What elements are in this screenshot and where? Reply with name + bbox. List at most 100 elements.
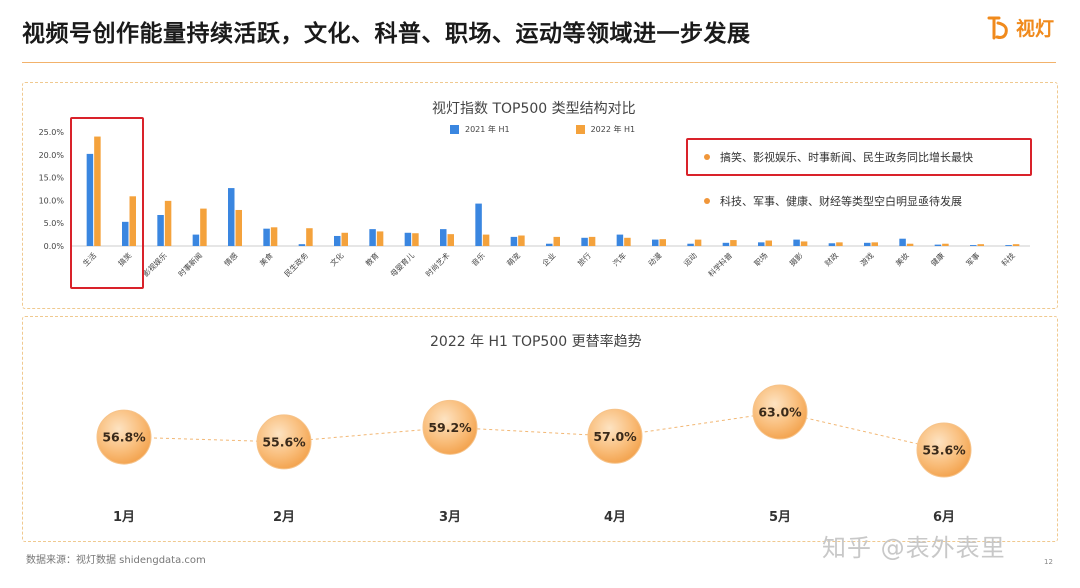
bar-2022 <box>518 235 525 246</box>
bar-2021 <box>758 242 765 246</box>
bar-2021 <box>263 228 270 246</box>
trend-line <box>123 411 945 451</box>
bullet-dot-icon <box>704 154 710 160</box>
trend-point <box>916 422 972 478</box>
month-label: 6月 <box>933 510 955 525</box>
bar-2022 <box>694 239 702 246</box>
month-label: 2月 <box>273 510 295 525</box>
bar-2022 <box>129 196 136 246</box>
bar-chart-legend: 2021 年 H1 2022 年 H1 <box>450 124 635 135</box>
bar-chart: 25.0%20.0%15.0%10.0%5.0%0.0%生活 搞笑 影视娱乐 时事新闻… <box>39 128 1030 279</box>
trend-value-label: 59.2% <box>428 420 472 435</box>
bar-2021 <box>616 234 624 246</box>
bar-2021 <box>298 244 306 246</box>
bar-2022 <box>482 234 490 246</box>
month-label: 5月 <box>769 510 791 525</box>
bar-2022 <box>977 244 984 246</box>
legend-swatch-2021 <box>450 125 459 134</box>
bar-2021 <box>369 229 376 246</box>
month-label: 1月 <box>113 510 135 525</box>
page-number: 12 <box>1044 558 1053 566</box>
trend-chart-panel <box>22 316 1058 542</box>
bar-2022 <box>1012 244 1020 246</box>
bar-2021 <box>192 234 200 246</box>
month-label: 3月 <box>439 510 461 525</box>
legend-item-2022: 2022 年 H1 <box>575 124 636 135</box>
bar-chart-title: 视灯指数 TOP500 类型结构对比 <box>432 101 636 117</box>
trend-point <box>96 409 152 465</box>
logo: 视灯 <box>986 14 1054 41</box>
legend-label-2021: 2021 年 H1 <box>465 125 510 134</box>
trend-value-label: 56.8% <box>102 430 146 445</box>
bar-2021 <box>793 239 800 246</box>
legend-label-2022: 2022 年 H1 <box>590 125 636 134</box>
highlight-box-callout <box>686 138 1032 176</box>
y-tick-label: 15.0% <box>39 174 65 183</box>
y-tick-label: 20.0% <box>39 151 65 160</box>
bar-2022 <box>906 243 914 246</box>
bar-2022 <box>235 209 242 246</box>
trend-chart-title: 2022 年 H1 TOP500 更替率趋势 <box>430 334 642 350</box>
trend-point <box>422 399 478 455</box>
bar-2021 <box>934 244 942 246</box>
trend-point <box>587 408 643 464</box>
trend-point <box>752 384 808 440</box>
trend-value-label: 57.0% <box>593 429 637 444</box>
y-tick-label: 25.0% <box>39 128 65 137</box>
y-tick-label: 5.0% <box>44 219 65 228</box>
trend-value-label: 63.0% <box>758 405 802 420</box>
title-divider <box>22 62 1056 63</box>
highlight-box-categories <box>70 117 144 289</box>
bar-2022 <box>341 232 348 246</box>
bar-2022 <box>412 233 419 246</box>
y-tick-label: 0.0% <box>44 242 65 251</box>
bar-2021 <box>475 203 482 246</box>
bar-2022 <box>94 136 101 246</box>
watermark: 知乎 @表外表里 <box>822 534 1006 562</box>
bar-2022 <box>164 200 172 246</box>
bar-2021 <box>86 153 94 246</box>
bar-2021 <box>334 235 341 246</box>
page-title: 视频号创作能量持续活跃，文化、科普、职场、运动等领域进一步发展 <box>22 21 751 47</box>
bar-2022 <box>553 236 560 246</box>
callout-gap: 科技、军事、健康、财经等类型空白明显亟待发展 <box>704 193 962 209</box>
bar-2022 <box>836 242 843 246</box>
bar-2021 <box>581 237 588 246</box>
logo-text: 视灯 <box>1015 18 1054 40</box>
bar-2021 <box>864 242 871 246</box>
legend-swatch-2022 <box>575 125 585 134</box>
trend-point <box>256 414 312 470</box>
bar-2022 <box>306 228 313 246</box>
bar-2021 <box>228 188 235 246</box>
bar-2021 <box>510 236 518 246</box>
bar-2021 <box>828 243 836 246</box>
bullet-dot-icon <box>704 198 710 204</box>
bar-2021 <box>970 245 977 246</box>
bar-2022 <box>200 208 207 246</box>
bar-2022 <box>871 242 878 246</box>
bar-2021 <box>687 243 694 246</box>
bar-2022 <box>588 236 596 246</box>
callout-growth: 搞笑、影视娱乐、时事新闻、民生政务同比增长最快 <box>704 149 973 165</box>
y-tick-label: 10.0% <box>39 196 65 205</box>
bar-2021 <box>1005 245 1012 246</box>
bar-2022 <box>270 227 278 246</box>
trend-value-label: 53.6% <box>922 443 966 458</box>
bar-chart-panel <box>22 82 1058 309</box>
bar-2021 <box>722 242 730 246</box>
callout-gap-text: 科技、军事、健康、财经等类型空白明显亟待发展 <box>720 195 962 208</box>
bar-2021 <box>652 239 659 246</box>
bar-2022 <box>942 243 949 246</box>
bar-2021 <box>404 232 412 246</box>
callout-growth-text: 搞笑、影视娱乐、时事新闻、民生政务同比增长最快 <box>720 151 973 164</box>
logo-mark-icon <box>987 16 1008 39</box>
month-label: 4月 <box>604 510 626 525</box>
bar-2022 <box>800 241 808 246</box>
data-source: 数据来源：视灯数据 shidengdata.com <box>26 555 206 566</box>
bar-2022 <box>730 240 737 246</box>
bar-2021 <box>899 238 906 246</box>
bar-2022 <box>659 239 666 246</box>
bar-2022 <box>376 231 384 246</box>
bar-2022 <box>447 234 454 246</box>
